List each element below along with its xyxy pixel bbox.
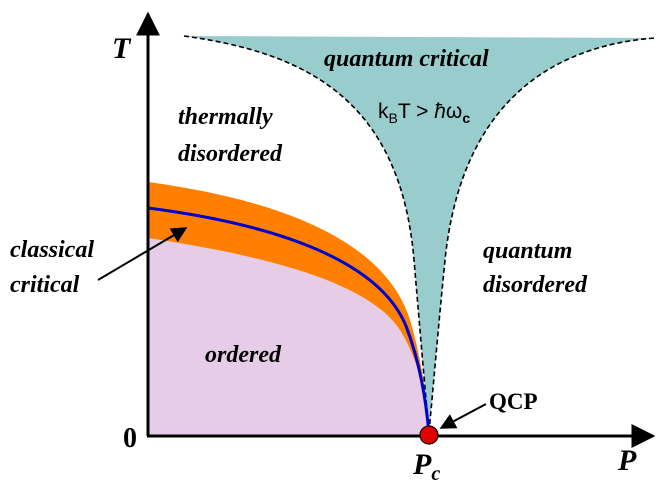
qcp-arrow [439, 403, 487, 429]
formula-k: k [378, 100, 389, 123]
y-axis-label: T [112, 32, 132, 65]
formula-hbar: ħ [434, 100, 446, 123]
formula-omega: ω [446, 100, 462, 123]
origin-label: 0 [123, 423, 137, 454]
quantum-disordered-label-line2: disordered [483, 272, 588, 298]
energy-scale-formula: kBT > ħωc [378, 100, 470, 126]
quantum-critical-label: quantum critical [324, 46, 489, 72]
formula-b-subscript: B [389, 110, 398, 126]
ordered-region [148, 238, 429, 435]
qcp-dot [419, 425, 439, 445]
ordered-label: ordered [205, 342, 282, 368]
quantum-critical-right-boundary [428, 37, 656, 433]
quantum-critical-left-boundary [183, 35, 430, 433]
thermally-disordered-label-line1: thermally [178, 104, 273, 130]
phase-boundary-line [147, 206, 431, 435]
classical-critical-label-line1: classical [10, 237, 94, 263]
critical-pressure-label: Pc [412, 448, 440, 483]
classical-critical-band [148, 182, 429, 434]
qcp-label: QCP [489, 389, 538, 414]
critical-pressure-letter: P [412, 448, 432, 481]
classical-critical-label-line2: critical [10, 272, 80, 298]
thermally-disordered-label-line2: disordered [178, 141, 283, 167]
critical-pressure-subscript: c [431, 463, 440, 483]
classical-critical-arrow [97, 227, 188, 281]
x-axis-label: P [617, 444, 637, 477]
quantum-critical-region [184, 36, 655, 432]
formula-t: T > [398, 100, 434, 123]
formula-c-subscript: c [462, 110, 470, 126]
quantum-disordered-label-line1: quantum [483, 238, 572, 264]
